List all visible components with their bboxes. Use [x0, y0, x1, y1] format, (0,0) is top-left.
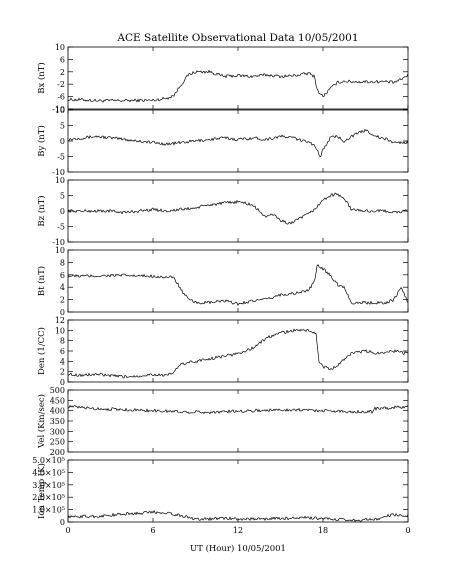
- x-tick-label: 12: [233, 526, 243, 535]
- y-tick-label: 6: [60, 55, 65, 64]
- y-tick-label: 0: [60, 518, 65, 527]
- y-tick-label: 8: [60, 258, 65, 267]
- y-tick-label: -10: [52, 238, 65, 247]
- series-line: [67, 328, 409, 379]
- panel-3: -10 -5 0 5 10 Bz (nT): [36, 176, 409, 247]
- y-tick-label: 10: [55, 43, 65, 52]
- y-tick-label: 5: [60, 192, 65, 201]
- y-tick-label: 2.0×10⁵: [32, 493, 65, 502]
- y-tick-label: 5: [60, 122, 65, 131]
- y-tick-label: 10: [55, 326, 65, 335]
- y-tick-label: 4: [60, 357, 65, 366]
- y-tick-label: 500: [50, 386, 65, 395]
- panel-frame: [67, 389, 409, 453]
- series-line: [67, 129, 409, 158]
- y-tick-label: 450: [50, 396, 65, 405]
- y-tick-label: 10: [55, 176, 65, 185]
- y-tick-label: 200: [50, 448, 65, 457]
- y-tick-label: 350: [50, 417, 65, 426]
- y-tick-label: 4: [60, 283, 65, 292]
- series-line: [67, 264, 409, 306]
- y-tick-label: 10: [55, 246, 65, 255]
- x-tick-label: 0: [405, 526, 410, 535]
- y-tick-label: 2: [60, 296, 65, 305]
- y-tick-label: 0: [60, 308, 65, 317]
- x-tick-label: 6: [150, 526, 155, 535]
- y-tick-label: 3.0×10⁵: [32, 481, 65, 490]
- y-tick-label: 6: [60, 271, 65, 280]
- y-axis-label: Bx (nT): [36, 62, 47, 94]
- y-axis-label: Den (1/CC): [36, 327, 47, 375]
- y-tick-label: -10: [52, 105, 65, 114]
- panel-1: -10 -6 -2 2 6 10 Bx (nT): [36, 43, 409, 114]
- panel-4: 0 2 4 6 8 10 Bt (nT): [36, 246, 409, 317]
- chart-title: ACE Satellite Observational Data 10/05/2…: [116, 32, 358, 44]
- y-tick-label: 5.0×10⁵: [32, 456, 65, 465]
- series-line: [67, 405, 409, 415]
- panels: -10 -6 -2 2 6 10 Bx (nT) -10 -5 0 5 10 By (nT) -10 -5 0…: [32, 43, 409, 527]
- y-tick-label: 0: [60, 207, 65, 216]
- x-axis-label: UT (Hour) 10/05/2001: [190, 543, 286, 554]
- series-line: [67, 69, 409, 103]
- x-tick-label: 18: [318, 526, 328, 535]
- x-axis: 0 6 12 18 0: [65, 526, 410, 535]
- y-tick-label: 400: [50, 407, 65, 416]
- series-line: [67, 510, 409, 522]
- y-tick-label: -2: [57, 80, 65, 89]
- panel-7: 0 1.0×10⁵ 2.0×10⁵ 3.0×10⁵ 4.0×10⁵ 5.0×10⁵Ion …: [32, 456, 409, 527]
- y-axis-label: Bz (nT): [36, 195, 47, 226]
- y-tick-label: 250: [50, 438, 65, 447]
- series-line: [67, 192, 409, 225]
- panel-frame: [67, 179, 409, 243]
- y-tick-label: 12: [55, 316, 65, 325]
- y-tick-label: -6: [57, 93, 65, 102]
- y-tick-label: 0: [60, 137, 65, 146]
- y-tick-label: 10: [55, 106, 65, 115]
- y-tick-label: 2: [60, 368, 65, 377]
- y-tick-label: 1.0×10⁵: [32, 506, 65, 515]
- y-tick-label: 8: [60, 337, 65, 346]
- panel-frame: [67, 109, 409, 173]
- y-tick-label: 300: [50, 427, 65, 436]
- x-tick-label: 0: [65, 526, 70, 535]
- panel-2: -10 -5 0 5 10 By (nT): [36, 106, 409, 177]
- y-axis-label: Bt (nT): [36, 266, 47, 296]
- y-tick-label: 4.0×10⁵: [32, 468, 65, 477]
- y-tick-label: 2: [60, 68, 65, 77]
- panel-frame: [67, 46, 409, 110]
- y-axis-label: Ion Temp (K): [36, 463, 47, 519]
- panel-frame: [67, 459, 409, 523]
- y-axis-label: By (nT): [36, 125, 47, 157]
- y-tick-label: 6: [60, 347, 65, 356]
- panel-frame: [67, 249, 409, 313]
- y-axis-label: Vel (Km/sec): [36, 394, 47, 449]
- y-tick-label: -10: [52, 168, 65, 177]
- y-tick-label: -5: [57, 223, 65, 232]
- y-tick-label: -5: [57, 153, 65, 162]
- y-tick-label: 0: [60, 378, 65, 387]
